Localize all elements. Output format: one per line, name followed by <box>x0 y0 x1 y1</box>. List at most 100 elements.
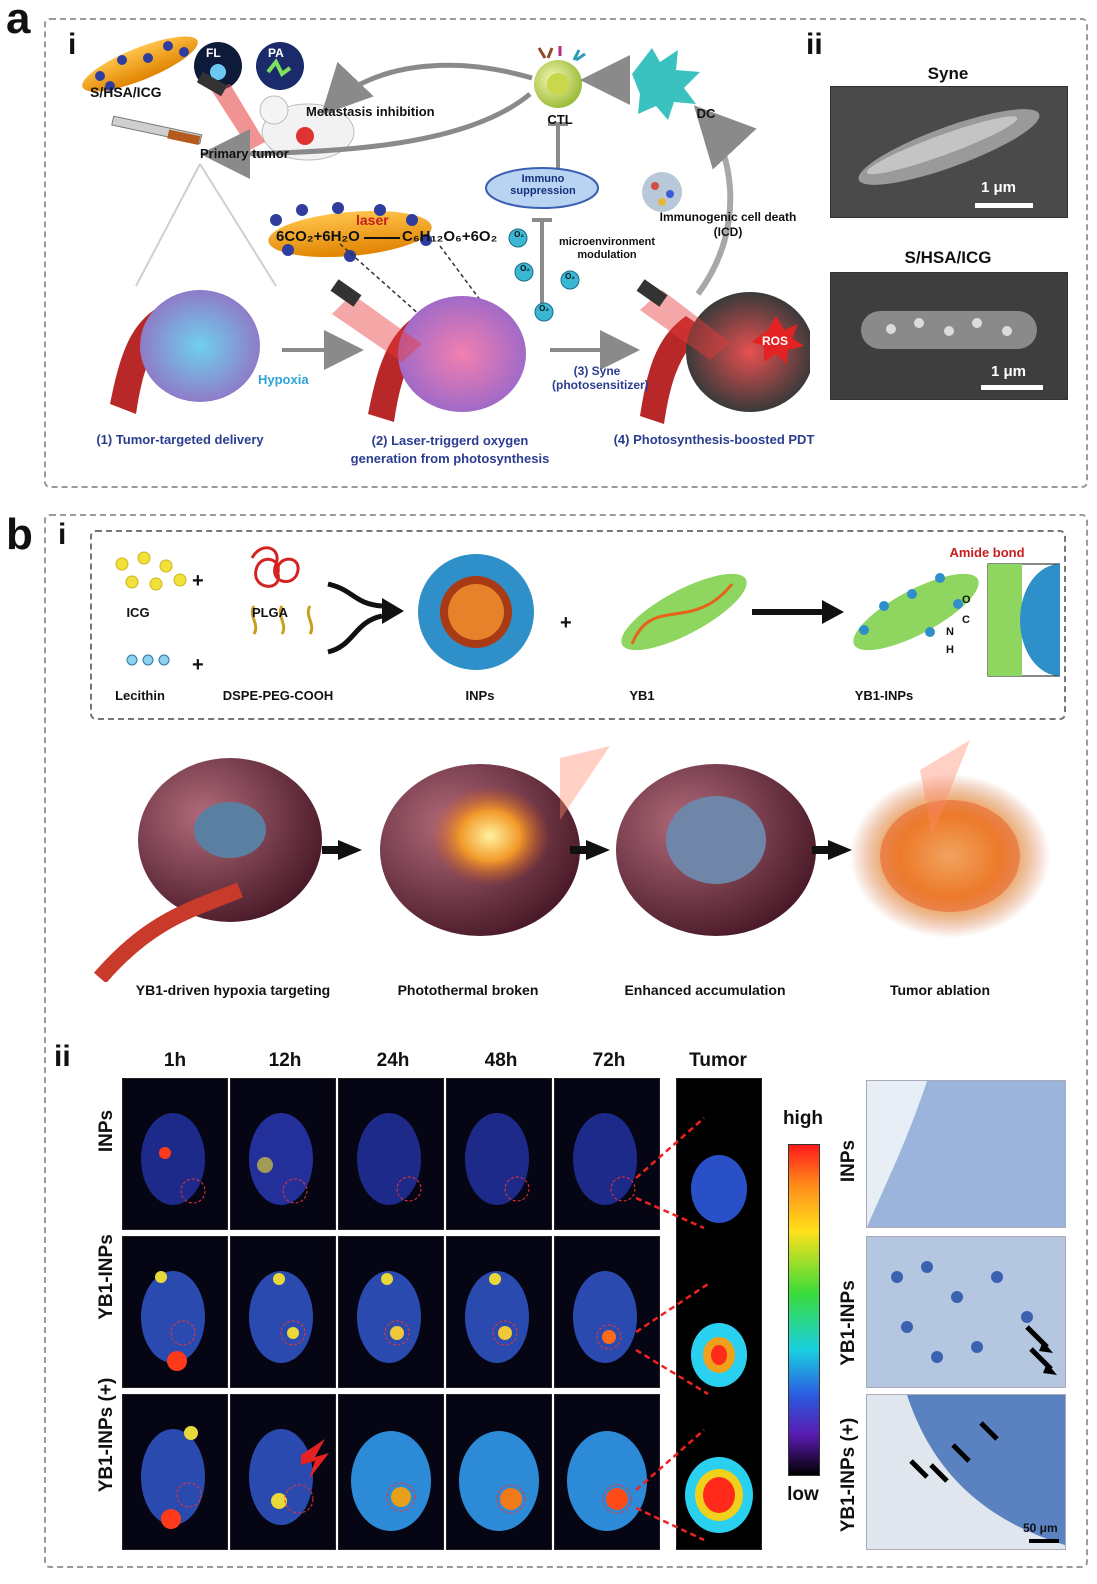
icd-label: Immunogenic cell death (ICD) <box>659 210 797 239</box>
stage-label-3: Enhanced accumulation <box>624 982 786 998</box>
yb1-label: YB1 <box>629 688 655 703</box>
image-yb1-1h <box>122 1236 228 1388</box>
immuno-suppression-label: Immuno suppression <box>510 173 576 197</box>
lecithin-label: Lecithin <box>115 688 165 703</box>
plga-label: PLGA <box>251 605 289 620</box>
sem-shsa-title: S/HSA/ICG <box>904 248 992 267</box>
dc-label: DC <box>696 106 716 121</box>
ros-label: ROS <box>762 334 789 348</box>
time-label-24h: 24h <box>376 1050 410 1071</box>
ctl-label: CTL <box>547 112 573 127</box>
amide-o: O <box>962 594 971 606</box>
hypoxia-label: Hypoxia <box>258 372 309 387</box>
equation-left: 6CO₂+6H₂O <box>276 228 360 245</box>
panel-a-ii-label: ii <box>806 28 823 61</box>
plus-2: + <box>192 654 204 676</box>
scale-low-label: low <box>787 1484 819 1505</box>
o2-label-2: O₂ <box>520 264 530 273</box>
amide-c: C <box>962 614 970 626</box>
fl-label: FL <box>206 46 221 60</box>
panel-b-letter: b <box>6 510 33 559</box>
dspe-label: DSPE-PEG-COOH <box>222 688 334 703</box>
o2-label-3: O₂ <box>565 272 575 281</box>
image-yb1plus-12h <box>230 1394 336 1550</box>
histo-scale-text: 50 μm <box>1023 1521 1058 1535</box>
plus-1: + <box>192 570 204 592</box>
histology-yb1-inps-plus: 50 μm <box>866 1394 1066 1550</box>
sem-shsa-image: 1 μm <box>830 272 1068 400</box>
o2-label-1: O₂ <box>514 230 524 239</box>
step-2-label: (2) Laser-triggerd oxygen generation fro… <box>350 433 550 466</box>
image-yb1-48h <box>446 1236 552 1388</box>
image-inps-72h <box>554 1078 660 1230</box>
image-yb1-72h <box>554 1236 660 1388</box>
amide-n: N <box>946 626 954 638</box>
image-inps-12h <box>230 1078 336 1230</box>
inps-label: INPs <box>465 688 495 703</box>
step-1-label: (1) Tumor-targeted delivery <box>96 432 264 447</box>
syne-step-label: (3) Syne (photosensitizer) <box>552 364 649 392</box>
step-4-label: (4) Photosynthesis-boosted PDT <box>613 432 815 447</box>
stage-label-1: YB1-driven hypoxia targeting <box>135 982 331 998</box>
image-yb1-24h <box>338 1236 444 1388</box>
s-hsa-icg-bacterium <box>82 36 198 92</box>
panel-a-i-label: i <box>68 28 77 61</box>
image-inps-1h <box>122 1078 228 1230</box>
panel-b-ii-label: ii <box>54 1040 71 1073</box>
time-label-12h: 12h <box>268 1050 302 1071</box>
image-yb1plus-48h <box>446 1394 552 1550</box>
microenv-label: microenvironment modulation <box>559 236 655 261</box>
laser-label: laser <box>356 212 389 228</box>
sem-syne-scale-text: 1 μm <box>981 179 1017 196</box>
primary-tumor-label: Primary tumor <box>200 146 289 161</box>
image-yb1plus-24h <box>338 1394 444 1550</box>
pa-label: PA <box>268 46 284 60</box>
panel-a-letter: a <box>6 0 31 43</box>
image-inps-48h <box>446 1078 552 1230</box>
sem-shsa-scale-text: 1 μm <box>991 363 1027 380</box>
sem-shsa-scale-bar <box>981 385 1043 390</box>
time-label-1h: 1h <box>163 1050 187 1071</box>
histo-row-label-yb1-plus: YB1-INPs (+) <box>838 1417 859 1533</box>
o2-label-4: O₂ <box>539 304 549 313</box>
histo-row-label-inps: INPs <box>838 1139 859 1183</box>
amide-bond-label: Amide bond <box>949 545 1025 560</box>
image-yb1plus-1h <box>122 1394 228 1550</box>
tumor-stages-illustration <box>93 740 1050 982</box>
stage-label-4: Tumor ablation <box>889 982 991 998</box>
synthesis-illustration <box>115 546 1060 677</box>
s-hsa-icg-label: S/HSA/ICG <box>90 84 162 100</box>
yb1-inps-label: YB1-INPs <box>854 688 914 703</box>
histology-yb1-inps <box>866 1236 1066 1388</box>
imaging-grid <box>122 1078 664 1550</box>
o2-bubbles <box>508 228 580 322</box>
panel-b-i-label: i <box>58 518 67 551</box>
panel-a-illustration <box>82 36 810 424</box>
time-label-72h: 72h <box>592 1050 626 1071</box>
row-label-yb1-inps: YB1-INPs <box>96 1234 117 1320</box>
equation-right: C₆H₁₂O₆+6O₂ <box>402 228 498 245</box>
image-yb1-12h <box>230 1236 336 1388</box>
tumor-column <box>676 1078 762 1550</box>
time-label-48h: 48h <box>484 1050 518 1071</box>
metastasis-label: Metastasis inhibition <box>306 104 435 119</box>
panel-b-frame <box>44 514 1088 1568</box>
image-inps-24h <box>338 1078 444 1230</box>
synthesis-box <box>90 530 1066 720</box>
row-label-yb1-inps-plus: YB1-INPs (+) <box>96 1377 117 1493</box>
image-yb1plus-72h <box>554 1394 660 1550</box>
histo-scale-bar <box>1029 1539 1059 1543</box>
plus-3: + <box>560 612 572 634</box>
tumor-connectors <box>635 1117 709 1542</box>
histology-inps <box>866 1080 1066 1228</box>
equation-arrow <box>364 237 400 239</box>
row-label-inps: INPs <box>96 1109 117 1153</box>
tumor-col-label: Tumor <box>689 1050 747 1071</box>
color-scale-bar <box>788 1144 820 1476</box>
panel-a-frame <box>44 18 1088 488</box>
icg-label: ICG <box>126 605 150 620</box>
amide-h: H <box>946 644 954 656</box>
sem-syne-title: Syne <box>927 64 969 83</box>
histo-row-label-yb1: YB1-INPs <box>838 1280 859 1366</box>
sem-syne-image: 1 μm <box>830 86 1068 218</box>
